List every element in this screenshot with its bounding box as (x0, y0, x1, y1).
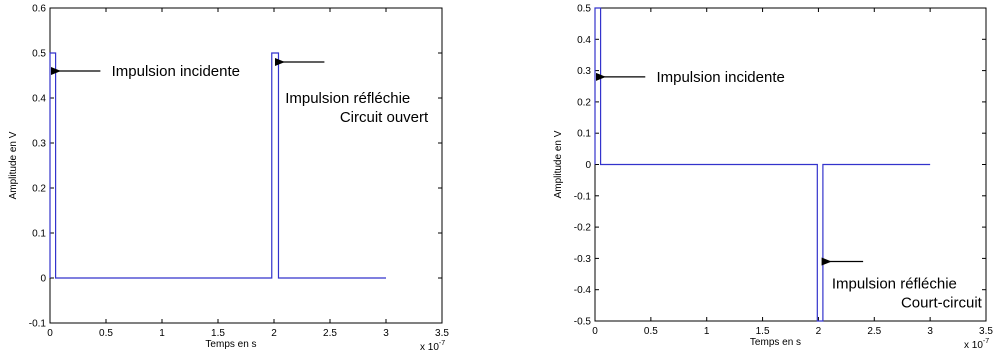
x-tick-label: 0 (592, 326, 598, 337)
y-tick-label: 0 (585, 160, 591, 171)
y-tick-label: -0.3 (574, 254, 592, 265)
x-tick-label: 0.5 (644, 326, 658, 337)
x-tick-label: 1 (159, 328, 165, 339)
x-tick-label: 0 (47, 328, 53, 339)
annotation-text: Circuit ouvert (340, 109, 429, 126)
chart-1: 0 0.5 1 1.5 2 2.5 3 3.5-0.100.10.20.30.40.50.6T… (8, 4, 449, 354)
x-tick-label: 1.5 (211, 328, 225, 339)
x-exponent-label: x 10-7 (964, 338, 989, 351)
y-tick-label: -0.1 (29, 319, 47, 330)
y-tick-label: 0.2 (577, 97, 591, 108)
chart-2: 0 0.5 1 1.5 2 2.5 3 3.5 -0.5 -0.4 -0.3 -0.2 -0.1 0 0.1… (553, 4, 993, 352)
plot-frame (49, 7, 443, 324)
x-tick-label: 3.5 (435, 328, 449, 339)
x-axis-label: Temps en s (750, 337, 801, 348)
y-tick-label: 0.3 (577, 66, 591, 77)
x-tick-label: 2.5 (323, 328, 337, 339)
y-tick-label: 0.1 (577, 129, 591, 140)
y-tick-label: 0.5 (577, 4, 591, 15)
x-tick-label: 2 (271, 328, 277, 339)
annotation-text: Impulsion réfléchie (832, 275, 957, 292)
x-tick-label: 2.5 (867, 326, 881, 337)
y-axis-label: Amplitude en V (553, 130, 564, 198)
series-line (594, 7, 931, 322)
x-tick-label: 1 (704, 326, 710, 337)
y-axis-label: Amplitude en V (8, 131, 19, 199)
annotation-text: Court-circuit (901, 294, 983, 311)
y-tick-label: -0.5 (574, 317, 592, 328)
y-tick-label: 0.4 (577, 35, 591, 46)
y-tick-label: 0 (40, 274, 46, 285)
x-axis-label: Temps en s (205, 339, 256, 350)
x-tick-label: 2 (816, 326, 822, 337)
x-tick-label: 3.5 (979, 326, 993, 337)
annotation-text: Impulsion réfléchie (285, 90, 410, 107)
annotation-text: Impulsion incidente (656, 69, 784, 86)
y-tick-label: 0.1 (32, 229, 46, 240)
x-exponent-label: x 10-7 (420, 340, 445, 353)
y-tick-label: 0.2 (32, 184, 46, 195)
y-tick-label: 0.3 (32, 139, 46, 150)
y-tick-label: 0.5 (32, 49, 46, 60)
x-tick-label: 3 (383, 328, 389, 339)
y-tick-label: -0.1 (574, 191, 592, 202)
x-tick-label: 3 (927, 326, 933, 337)
y-tick-label: -0.4 (574, 285, 592, 296)
x-tick-label: 1.5 (756, 326, 770, 337)
series-line (49, 52, 386, 279)
x-tick-label: 0.5 (99, 328, 113, 339)
y-tick-label: -0.2 (574, 223, 592, 234)
annotation-text: Impulsion incidente (112, 63, 240, 80)
y-tick-label: 0.6 (32, 4, 46, 15)
y-tick-label: 0.4 (32, 94, 46, 105)
